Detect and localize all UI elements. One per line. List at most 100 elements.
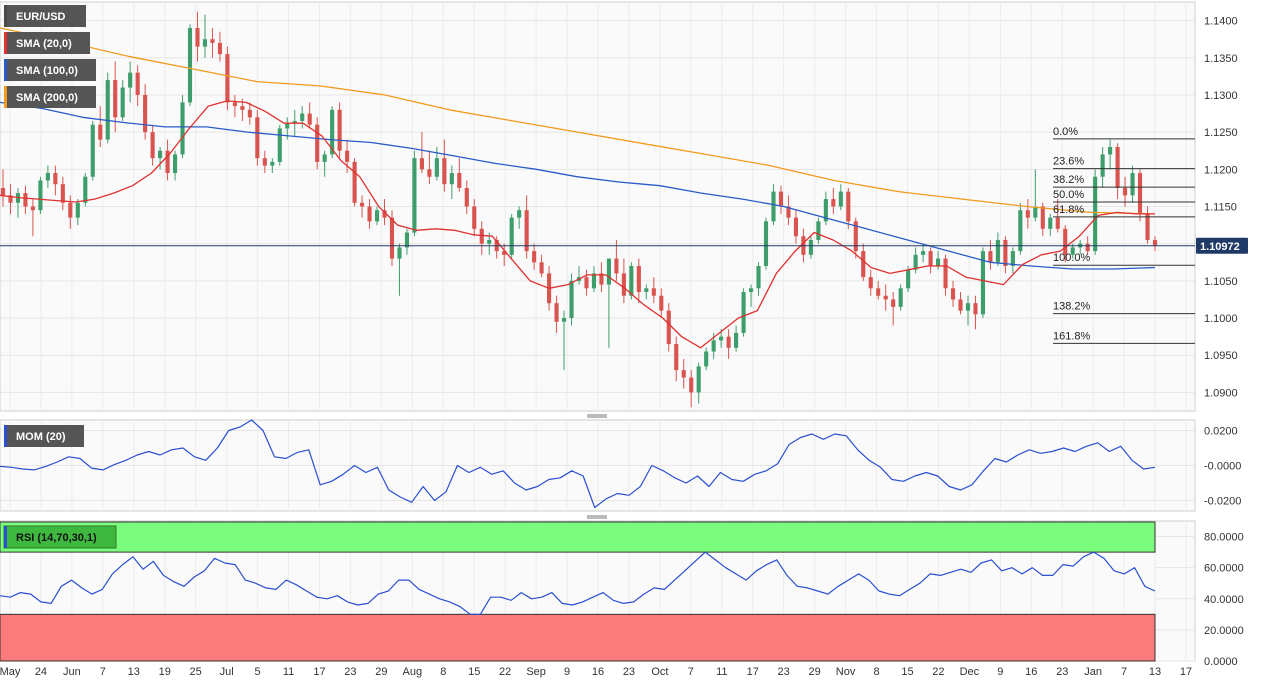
legend-color-swatch (4, 32, 7, 54)
candle-bearish (247, 109, 252, 118)
momentum-line (0, 419, 1156, 509)
candle-bearish (689, 377, 694, 393)
candle-bearish (876, 288, 881, 296)
candle-bullish (719, 336, 724, 341)
rsi-tick-label: 60.0000 (1204, 563, 1244, 575)
candle-bearish (240, 106, 245, 110)
time-tick-label: 15 (468, 666, 480, 678)
time-tick-label: 9 (564, 666, 570, 678)
candle-bullish (704, 351, 709, 367)
time-tick-label: 22 (499, 666, 511, 678)
candle-bearish (599, 273, 604, 285)
candle-bearish (442, 158, 447, 185)
price-tick-label: 1.1200 (1204, 164, 1238, 176)
candle-bullish (1093, 176, 1098, 252)
candle-bullish (1070, 247, 1075, 255)
candle-bearish (262, 158, 267, 166)
candle-bearish (68, 202, 73, 218)
candle-bearish (554, 303, 559, 322)
candle-bearish (1003, 239, 1008, 266)
candle-bullish (300, 113, 305, 121)
candle-bearish (98, 124, 103, 140)
legend-box[interactable] (4, 59, 96, 81)
legend-color-swatch (4, 86, 7, 108)
candle-bullish (292, 120, 297, 124)
legend-box[interactable] (4, 32, 90, 54)
time-tick-label: 7 (688, 666, 694, 678)
fibonacci-level-label: 61.8% (1053, 204, 1084, 216)
candle-bearish (457, 173, 462, 188)
legend-color-swatch (4, 5, 7, 27)
legend-color-swatch (4, 59, 7, 81)
candle-bullish (823, 199, 828, 222)
candle-bullish (83, 176, 88, 203)
candle-bullish (1108, 147, 1113, 155)
candle-bearish (217, 42, 222, 55)
candle-bearish (315, 124, 320, 162)
time-tick-label: 17 (313, 666, 325, 678)
candle-bullish (898, 288, 903, 307)
candle-bullish (606, 258, 611, 285)
candle-bullish (172, 154, 178, 174)
candle-bearish (621, 273, 626, 296)
candle-bearish (8, 195, 13, 203)
time-tick-label: 9 (997, 666, 1003, 678)
fibonacci-level-label: 0.0% (1053, 126, 1078, 138)
candle-bearish (584, 277, 589, 289)
candle-bullish (158, 150, 163, 159)
candle-bearish (958, 299, 963, 311)
rsi-legend-swatch (4, 526, 7, 548)
candle-bullish (509, 217, 514, 255)
candle-bearish (726, 336, 731, 348)
price-tick-label: 1.1000 (1204, 313, 1238, 325)
candle-bearish (786, 206, 791, 218)
grid (0, 1, 1196, 662)
candle-bullish (90, 124, 95, 177)
candle-bullish (763, 221, 769, 266)
candle-bullish (906, 269, 911, 289)
time-tick-label: Sep (526, 666, 546, 678)
candle-bearish (1115, 147, 1120, 188)
candle-bullish (816, 221, 821, 240)
candle-bullish (1100, 154, 1105, 177)
rsi-tick-label: 80.0000 (1204, 532, 1244, 544)
candle-bullish (487, 239, 492, 244)
time-tick-label: 7 (1121, 666, 1127, 678)
candle-bullish (921, 251, 926, 255)
candle-bullish (1033, 206, 1038, 218)
rsi-pane: 80.0000 60.0000 40.0000 20.0000 0.0000 (0, 521, 1244, 668)
sma-200-line (0, 27, 1156, 215)
candle-bearish (1123, 187, 1128, 196)
legend-box[interactable] (4, 86, 96, 108)
candle-bullish (995, 239, 1000, 263)
time-tick-label: 23 (344, 666, 356, 678)
time-tick-label: Jan (1084, 666, 1102, 678)
candle-bullish (434, 158, 439, 177)
candle-bearish (195, 28, 200, 47)
sma-100-line (0, 101, 1156, 270)
candle-bullish (75, 202, 80, 218)
candle-bullish (1010, 251, 1015, 266)
current-price-label: 1.10972 (1200, 241, 1240, 253)
candle-bullish (322, 154, 327, 162)
candle-bullish (936, 258, 941, 266)
candle-bearish (150, 132, 155, 159)
candle-bullish (374, 210, 380, 222)
candle-bullish (128, 72, 133, 88)
time-tick-label: May (0, 666, 21, 678)
candle-bearish (1152, 239, 1158, 246)
momentum-legend-box[interactable] (4, 425, 84, 447)
candle-bearish (1025, 210, 1030, 218)
candle-bullish (180, 102, 185, 155)
candle-bearish (1137, 173, 1143, 214)
legend-box[interactable] (4, 5, 86, 27)
candle-bullish (771, 191, 776, 222)
rsi-oversold-zone (0, 613, 1156, 662)
rsi-legend-label: RSI (14,70,30,1) (16, 532, 97, 544)
candle-bearish (389, 217, 395, 259)
fibonacci-level-label: 38.2% (1053, 174, 1084, 186)
candle-bearish (135, 72, 140, 95)
candle-bearish (943, 258, 948, 289)
time-tick-label: 22 (932, 666, 944, 678)
